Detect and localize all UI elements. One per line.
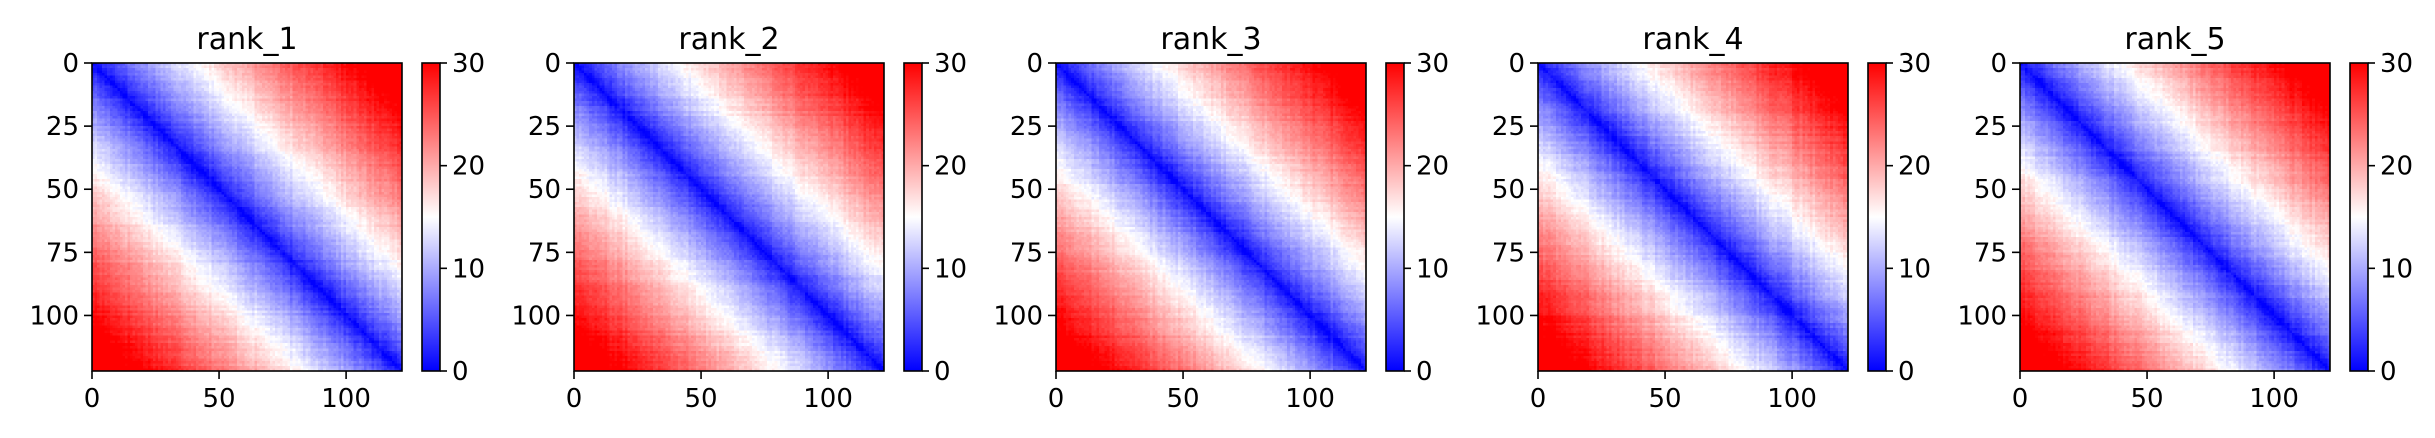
- colorbar-frame: [421, 62, 441, 372]
- x-tick-label: 100: [2249, 384, 2299, 414]
- heatmap-image: [574, 63, 884, 371]
- x-tick-label: 100: [1767, 384, 1817, 414]
- panel-title: rank_4: [1642, 22, 1743, 57]
- colorbar-tick-label: 30: [934, 49, 967, 79]
- x-tick-label: 50: [1649, 384, 1682, 414]
- colorbar-tick-label: 0: [934, 357, 951, 387]
- x-tick-label: 50: [685, 384, 718, 414]
- colorbar-tick-label: 0: [452, 357, 469, 387]
- heatmap-frame: [91, 62, 403, 372]
- colorbar-tick-label: 10: [2380, 254, 2413, 284]
- y-tick-label: 100: [511, 301, 561, 331]
- x-tick-label: 0: [1048, 384, 1065, 414]
- colorbar-frame: [1867, 62, 1887, 372]
- colorbar-frame: [1385, 62, 1405, 372]
- x-tick-label: 0: [566, 384, 583, 414]
- colorbar-tick-label: 20: [934, 152, 967, 182]
- y-tick-label: 100: [1957, 301, 2007, 331]
- y-tick-label: 0: [1026, 49, 1043, 79]
- panel-3: rank_3 0 50 100 0 25 50 75 100 0 10 20 30: [993, 22, 1449, 414]
- panel-1: rank_1 0 50 100 0 25 50 75 100 0 10 20 30: [29, 22, 485, 414]
- y-tick-label: 50: [1974, 175, 2007, 205]
- panel-title: rank_3: [1160, 22, 1261, 57]
- colorbar-tick-label: 10: [1898, 254, 1931, 284]
- panel-5: rank_5 0 50 100 0 25 50 75 100 0 10 20 30: [1957, 22, 2413, 414]
- colorbar-frame: [2349, 62, 2369, 372]
- colorbar-tick-label: 0: [2380, 357, 2397, 387]
- heatmap-frame: [1055, 62, 1367, 372]
- colorbar-tick-label: 20: [2380, 152, 2413, 182]
- x-tick-label: 0: [1530, 384, 1547, 414]
- y-tick-label: 75: [1492, 238, 1525, 268]
- heatmap-image: [92, 63, 402, 371]
- y-tick-label: 25: [1010, 112, 1043, 142]
- y-tick-label: 25: [1492, 112, 1525, 142]
- colorbar: [2350, 63, 2368, 371]
- colorbar: [1386, 63, 1404, 371]
- y-tick-label: 75: [1974, 238, 2007, 268]
- panel-title: rank_1: [196, 22, 297, 57]
- colorbar: [904, 63, 922, 371]
- x-tick-label: 100: [1285, 384, 1335, 414]
- y-tick-label: 75: [528, 238, 561, 268]
- colorbar: [422, 63, 440, 371]
- x-tick-label: 0: [2012, 384, 2029, 414]
- y-tick-label: 100: [1475, 301, 1525, 331]
- panel-2: rank_2 0 50 100 0 25 50 75 100 0 10 20 30: [511, 22, 967, 414]
- colorbar-tick-label: 10: [934, 254, 967, 284]
- y-tick-label: 25: [46, 112, 79, 142]
- heatmap-frame: [1537, 62, 1849, 372]
- colorbar-tick-label: 30: [452, 49, 485, 79]
- panel-title: rank_2: [678, 22, 779, 57]
- colorbar-tick-label: 10: [1416, 254, 1449, 284]
- panel-title: rank_5: [2124, 22, 2225, 57]
- colorbar-tick-label: 30: [1898, 49, 1931, 79]
- colorbar-tick-label: 20: [452, 152, 485, 182]
- y-tick-label: 0: [1990, 49, 2007, 79]
- heatmap-image: [1056, 63, 1366, 371]
- colorbar-tick-label: 0: [1898, 357, 1915, 387]
- x-tick-label: 100: [321, 384, 371, 414]
- heatmap-image: [2020, 63, 2330, 371]
- y-tick-label: 0: [544, 49, 561, 79]
- heatmap-frame: [573, 62, 885, 372]
- y-tick-label: 75: [1010, 238, 1043, 268]
- colorbar-tick-label: 30: [1416, 49, 1449, 79]
- panel-4: rank_4 0 50 100 0 25 50 75 100 0 10 20 30: [1475, 22, 1931, 414]
- colorbar: [1868, 63, 1886, 371]
- x-tick-label: 50: [1167, 384, 1200, 414]
- y-tick-label: 100: [993, 301, 1043, 331]
- colorbar-tick-label: 10: [452, 254, 485, 284]
- y-tick-label: 25: [1974, 112, 2007, 142]
- x-tick-label: 100: [803, 384, 853, 414]
- y-tick-label: 100: [29, 301, 79, 331]
- y-tick-label: 50: [46, 175, 79, 205]
- colorbar-tick-label: 0: [1416, 357, 1433, 387]
- y-tick-label: 50: [1492, 175, 1525, 205]
- y-tick-label: 50: [528, 175, 561, 205]
- heatmap-frame: [2019, 62, 2331, 372]
- colorbar-frame: [903, 62, 923, 372]
- x-tick-label: 50: [203, 384, 236, 414]
- y-tick-label: 25: [528, 112, 561, 142]
- colorbar-tick-label: 20: [1898, 152, 1931, 182]
- colorbar-tick-label: 20: [1416, 152, 1449, 182]
- y-tick-label: 0: [62, 49, 79, 79]
- colorbar-tick-label: 30: [2380, 49, 2413, 79]
- x-tick-label: 50: [2131, 384, 2164, 414]
- y-tick-label: 50: [1010, 175, 1043, 205]
- y-tick-label: 0: [1508, 49, 1525, 79]
- y-tick-label: 75: [46, 238, 79, 268]
- x-tick-label: 0: [84, 384, 101, 414]
- heatmap-image: [1538, 63, 1848, 371]
